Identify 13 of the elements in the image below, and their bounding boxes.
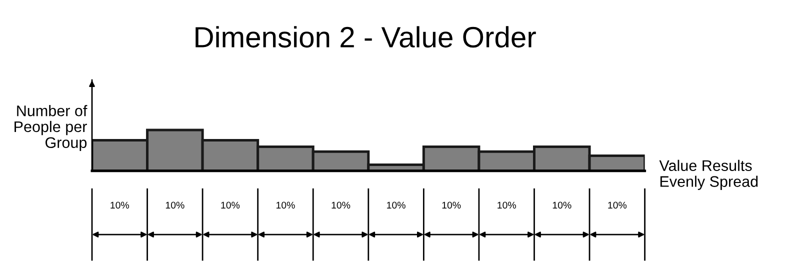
x-tick-label: 10% xyxy=(332,202,350,209)
x-tick-label: 10% xyxy=(221,202,240,209)
x-tick-label: 10% xyxy=(552,202,572,209)
x-tick-label: 10% xyxy=(608,202,627,209)
x-tick-label: 10% xyxy=(442,202,461,209)
x-tick-label: 10% xyxy=(166,202,184,209)
x-tick-label: 10% xyxy=(110,202,130,209)
x-tick-label: 10% xyxy=(387,202,406,209)
x-tick-label: 10% xyxy=(498,202,516,209)
x-axis-title: Value Results Evenly Spread xyxy=(659,160,758,190)
chart-title: Dimension 2 - Value Order xyxy=(196,26,536,48)
x-tick-label: 10% xyxy=(276,202,295,209)
y-axis-title: Number of People per Group xyxy=(14,105,88,152)
